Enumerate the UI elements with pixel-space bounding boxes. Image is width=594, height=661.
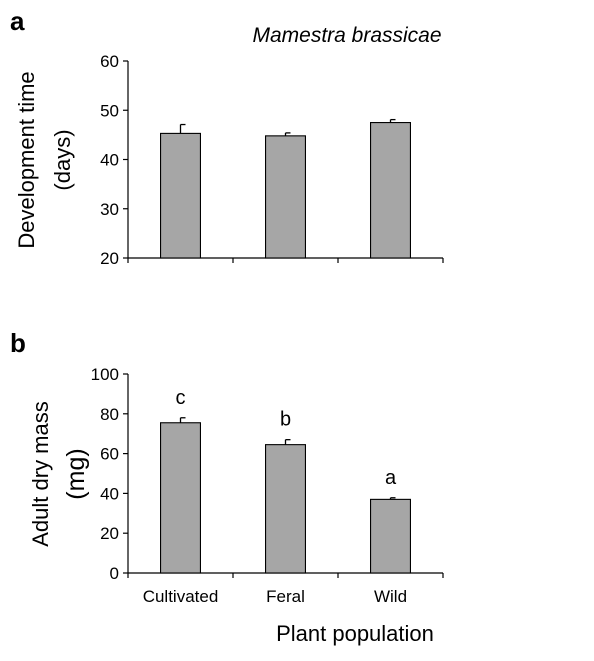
panel-a-y-tick-label: 20 [100, 249, 119, 268]
panel-b-y-tick-label: 60 [100, 445, 119, 464]
panel-b-y-tick-label: 40 [100, 484, 119, 503]
panel-b-significance-label-1: b [280, 409, 291, 431]
panel-a-plot: 20 30 40 50 60 [100, 52, 444, 268]
panel-a-ylabel-line1: Development time [14, 71, 39, 248]
panel-b-ylabel-line1: Adult dry mass [28, 401, 53, 547]
panel-b-xlabel: Plant population [276, 621, 434, 646]
panel-b-bar-2 [369, 498, 411, 574]
panel-b-y-tick-label: 0 [110, 564, 119, 583]
panel-b-bar-1 [264, 444, 306, 574]
panel-b: b Adult dry mass (mg) 0 20 40 60 80 100 c Culti… [10, 328, 444, 646]
panel-b-letter: b [10, 328, 26, 358]
panel-a-y-tick-label: 60 [100, 52, 119, 71]
panel-a-letter: a [10, 6, 25, 36]
panel-b-category-label-2: Wild [374, 587, 407, 606]
panel-b-significance-label-0: c [176, 387, 186, 409]
panel-a: a Mamestra brassicae Development time (d… [10, 6, 444, 268]
panel-b-bar-0 [160, 422, 202, 574]
panel-b-y-tick-label: 80 [100, 405, 119, 424]
panel-b-plot: 0 20 40 60 80 100 c Cultivated b Feral a Wild [91, 365, 444, 606]
panel-b-category-label-1: Feral [266, 587, 305, 606]
panel-b-y-tick-label: 20 [100, 524, 119, 543]
panel-b-category-label-0: Cultivated [143, 587, 219, 606]
panel-b-ylabel-line2: (mg) [62, 448, 90, 499]
panel-b-y-tick-label: 100 [91, 365, 119, 384]
panel-a-ylabel-line2: (days) [50, 129, 75, 190]
panel-b-significance-label-2: a [385, 467, 397, 489]
panel-a-y-tick-label: 30 [100, 200, 119, 219]
panel-a-y-tick-label: 40 [100, 151, 119, 170]
panel-a-title: Mamestra brassicae [252, 24, 441, 47]
panel-a-bar-2 [369, 122, 411, 259]
panel-a-bar-1 [264, 135, 306, 259]
panel-a-y-tick-label: 50 [100, 101, 119, 120]
panel-a-bar-0 [160, 132, 202, 259]
